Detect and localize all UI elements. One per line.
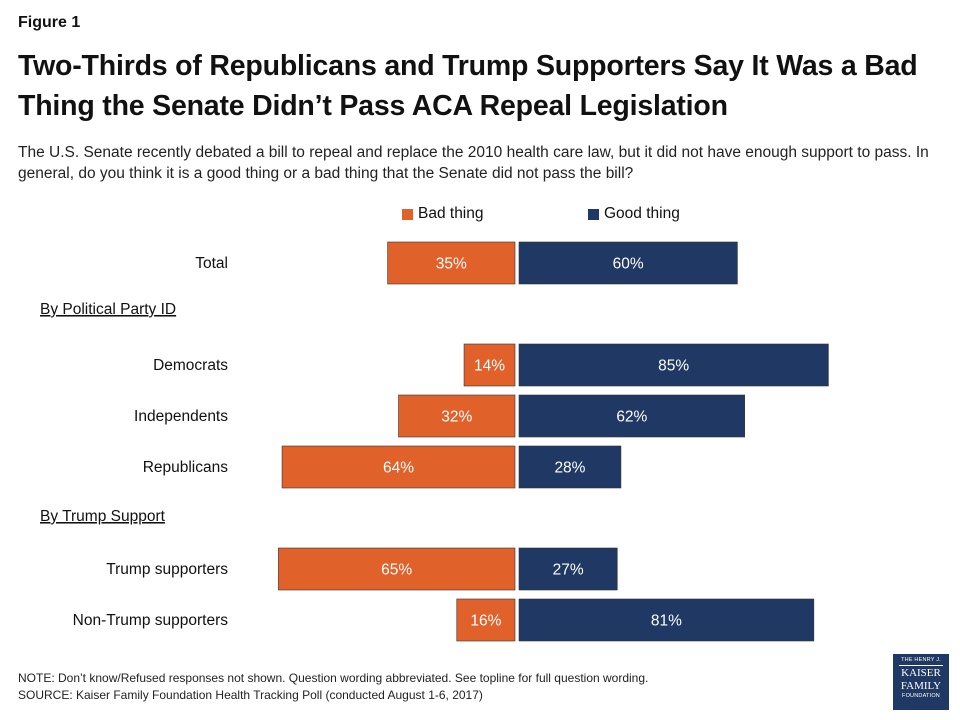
data-label-good-trump-supporters: 27%	[553, 562, 584, 579]
logo-line3: FAMILY	[893, 680, 949, 693]
category-label-total: Total	[195, 255, 228, 272]
category-label-non-trump-supporters: Non-Trump supporters	[73, 612, 229, 629]
data-label-good-independents: 62%	[616, 409, 647, 426]
data-label-bad-democrats: 14%	[474, 358, 505, 375]
category-label-independents: Independents	[134, 408, 228, 425]
data-label-good-total: 60%	[613, 256, 644, 273]
category-label-republicans: Republicans	[143, 459, 229, 476]
source-text: SOURCE: Kaiser Family Foundation Health …	[18, 687, 648, 704]
data-label-good-republicans: 28%	[554, 460, 585, 477]
logo-line2: KAISER	[893, 667, 949, 680]
group-label-by-political-party-id: By Political Party ID	[40, 301, 176, 318]
data-label-bad-non-trump-supporters: 16%	[470, 613, 501, 630]
category-label-trump-supporters: Trump supporters	[106, 561, 228, 578]
diverging-bar-chart: By Political Party ID By Trump Support Tot…	[0, 0, 960, 660]
category-label-democrats: Democrats	[153, 357, 228, 374]
chart-notes: NOTE: Don’t know/Refused responses not s…	[18, 670, 648, 704]
logo-rule	[899, 665, 943, 666]
logo-line1: THE HENRY J.	[893, 657, 949, 664]
group-label-by-trump-support: By Trump Support	[40, 508, 166, 525]
kff-logo: THE HENRY J. KAISER FAMILY FOUNDATION	[893, 654, 949, 710]
data-label-bad-trump-supporters: 65%	[381, 562, 412, 579]
logo-line4: FOUNDATION	[893, 693, 949, 700]
note-text: NOTE: Don’t know/Refused responses not s…	[18, 670, 648, 687]
data-label-good-non-trump-supporters: 81%	[651, 613, 682, 630]
data-label-bad-independents: 32%	[441, 409, 472, 426]
data-label-bad-republicans: 64%	[383, 460, 414, 477]
data-label-bad-total: 35%	[436, 256, 467, 273]
data-label-good-democrats: 85%	[658, 358, 689, 375]
